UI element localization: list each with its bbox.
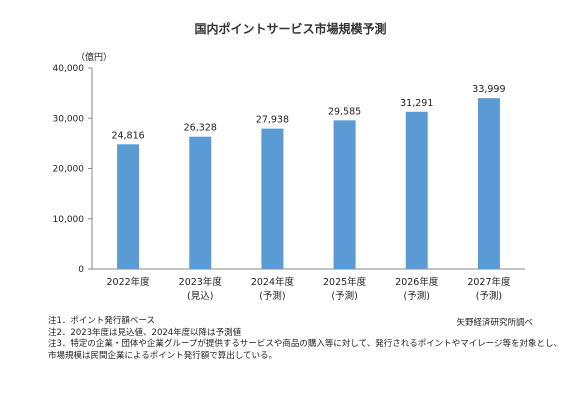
y-tick-label: 30,000 [53, 114, 85, 124]
chart-title: 国内ポイントサービス市場規模予測 [194, 22, 387, 36]
chart-notes: 注1．ポイント発行額ベース 注2．2023年度は見込値、2024年度以降は予測値… [48, 316, 562, 362]
note-3-continued: 市場規模は民間企業によるポイント発行額で算出している。 [48, 350, 277, 361]
axes [91, 68, 525, 270]
x-tick-label: 2027年度 [467, 276, 511, 288]
y-axis-unit-label: （億円） [76, 51, 112, 63]
x-tick-label: 2026年度 [395, 276, 439, 288]
bar-2022年度 [117, 144, 140, 269]
y-tick-label: 40,000 [53, 64, 85, 74]
note-3: 注3．特定の企業・団体や企業グループが提供するサービスや商品の購入等に対して、発… [48, 339, 563, 349]
y-tick-label: 20,000 [53, 165, 85, 175]
value-label: 31,291 [400, 98, 433, 109]
x-tick-sublabel: (予測) [259, 290, 285, 302]
y-tick-label: 10,000 [53, 215, 85, 225]
x-tick-label: 2024年度 [251, 276, 295, 288]
x-tick-label: 2022年度 [106, 276, 150, 288]
y-tick-label: 0 [78, 265, 84, 275]
x-axis-labels: 2022年度 2023年度 (見込) 2024年度 (予測) 2025年度 (予測) 2026… [106, 276, 511, 302]
source-credit: 矢野経済研究所調べ [456, 318, 533, 328]
x-tick-sublabel: (予測) [404, 290, 430, 302]
value-label: 29,585 [328, 106, 361, 117]
value-label: 26,328 [184, 123, 217, 134]
y-axis-ticks: 0 10,000 20,000 30,000 40,000 [53, 64, 92, 275]
bars [117, 98, 500, 269]
value-label: 33,999 [472, 84, 505, 95]
x-tick-label: 2023年度 [179, 276, 223, 288]
note-1: 注1．ポイント発行額ベース [48, 316, 155, 326]
value-labels: 24,816 26,328 27,938 29,585 31,291 33,999 [111, 84, 505, 141]
bar-2027年度 [477, 98, 500, 269]
x-tick-sublabel: (見込) [187, 291, 213, 302]
bar-2025年度 [333, 120, 356, 269]
note-2: 注2．2023年度は見込値、2024年度以降は予測値 [48, 327, 242, 338]
x-tick-label: 2025年度 [323, 276, 367, 288]
bar-2024年度 [261, 128, 284, 269]
bar-2026年度 [405, 111, 428, 269]
value-label: 24,816 [111, 130, 144, 141]
bar-chart: （億円） 0 10,000 20,000 30,000 40,000 24,816 26,… [53, 51, 525, 302]
x-tick-sublabel: (予測) [476, 290, 502, 302]
x-tick-sublabel: (予測) [331, 290, 357, 302]
bar-2023年度 [189, 136, 212, 269]
value-label: 27,938 [256, 115, 289, 126]
